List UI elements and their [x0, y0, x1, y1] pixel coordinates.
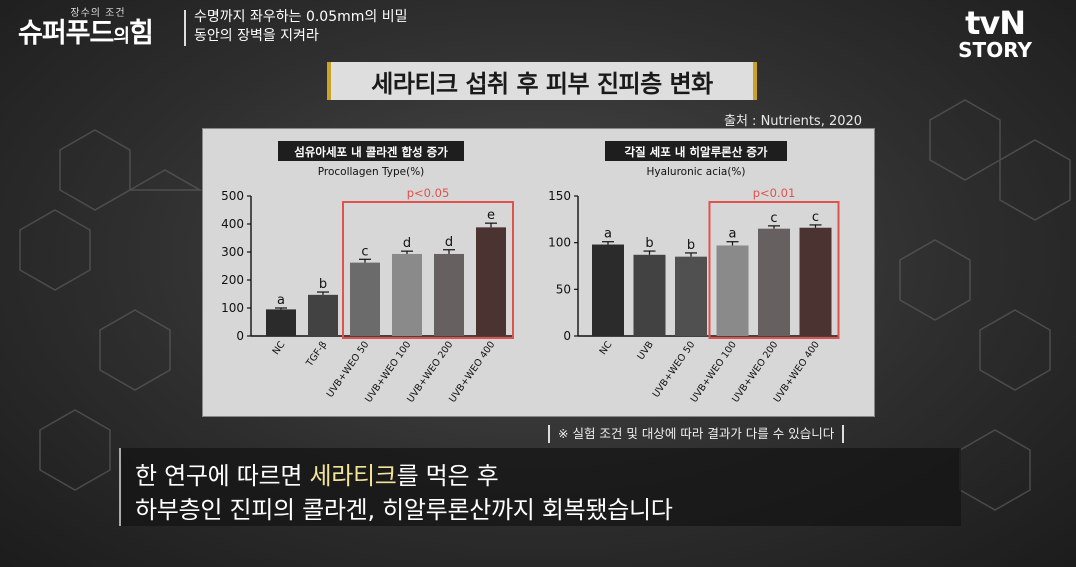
- chart2-category-label: UVB: [635, 339, 655, 362]
- channel-sub: STORY: [958, 38, 1032, 62]
- subtitle-highlight: 세라티크: [309, 462, 397, 490]
- chart2-significance-letter: c: [770, 211, 777, 226]
- chart1-significance-letter: b: [319, 277, 327, 292]
- chart1-bar: [434, 253, 464, 336]
- chart2-significance-letter: a: [729, 227, 737, 242]
- header-divider: [184, 10, 186, 46]
- chart2-bar: [758, 228, 790, 336]
- chart-panel: 섬유아세포 내 콜라겐 합성 증가 Procollagen Type(%) 0 100…: [202, 128, 875, 417]
- chart2-bar: [675, 256, 707, 336]
- chart2-p-value: p<0.01: [753, 186, 796, 200]
- show-title-part2: 의: [113, 26, 130, 47]
- chart2-significance-letter: b: [645, 236, 653, 251]
- chart2-y-tick-label: 150: [548, 189, 571, 203]
- chart2-y-tick-label: 50: [556, 282, 571, 296]
- chart1-bar: [476, 227, 506, 336]
- show-logo: 장수의 조건 슈퍼푸드의힘: [18, 4, 178, 52]
- chart2-title: Hyaluronic acia(%): [646, 166, 745, 178]
- chart1-bar: [392, 253, 422, 336]
- subtitle-line1-pre: 한 연구에 따르면: [135, 462, 310, 490]
- show-logo-title: 슈퍼푸드의힘: [18, 19, 178, 52]
- chart1-title: Procollagen Type(%): [318, 166, 425, 178]
- chart1-p-value: p<0.05: [407, 186, 450, 200]
- chart1-category-label: UVB+WEO 100: [363, 339, 413, 404]
- chart2-y-tick-label: 100: [548, 236, 571, 250]
- chart1-significance-box: [342, 201, 514, 339]
- chart-title-box: 세라티크 섭취 후 피부 진피층 변화: [327, 62, 757, 100]
- chart1-bar: [350, 262, 380, 336]
- subtitle-line1-post: 를 먹은 후: [396, 462, 499, 490]
- channel-name: tvN: [965, 4, 1026, 42]
- chart1-significance-letter: e: [487, 208, 495, 223]
- subtitle-line-1: 한 연구에 따르면 세라티크를 먹은 후: [135, 456, 499, 491]
- chart1-y-tick-label: 200: [221, 273, 244, 287]
- chart1-y-tick-label: 300: [221, 245, 244, 259]
- chart1-y-tick-label: 400: [221, 217, 244, 231]
- charts-svg: 섬유아세포 내 콜라겐 합성 증가 Procollagen Type(%) 0 100…: [221, 141, 840, 405]
- chart1-category-label: NC: [271, 339, 288, 357]
- chart1-category-label: UVB+WEO 400: [447, 339, 497, 404]
- chart1-y-tick-label: 0: [236, 329, 244, 343]
- chart1-bar: [266, 309, 296, 336]
- disclaimer-note: ※ 실험 조건 및 대상에 따라 결과가 다를 수 있습니다: [548, 425, 845, 443]
- chart2-category-label: UVB+WEO 400: [772, 339, 822, 404]
- top-caption: 수명까지 좌우하는 0.05mm의 비밀 동안의 장벽을 지켜라: [194, 8, 407, 46]
- subtitle-box: 한 연구에 따르면 세라티크를 먹은 후 하부층인 진피의 콜라겐, 히알루론산…: [119, 448, 961, 526]
- chart1-y-tick-label: 500: [221, 189, 244, 203]
- chart1-bar: [308, 294, 338, 336]
- chart1-significance-letter: c: [361, 244, 368, 259]
- chart2-y-tick-label: 0: [563, 329, 571, 343]
- chart2-header-box: [605, 141, 787, 161]
- chart2-category-label: UVB+WEO 50: [651, 339, 698, 399]
- chart2-bar: [716, 245, 749, 336]
- show-logo-subtitle: 장수의 조건: [70, 8, 126, 19]
- show-title-part1: 슈퍼푸드: [18, 18, 114, 49]
- chart1-category-label: UVB+WEO 200: [405, 339, 455, 404]
- chart1-category-label: UVB+WEO 50: [325, 339, 372, 399]
- channel-logo: tvN STORY: [958, 6, 1032, 60]
- chart2-bar: [799, 227, 832, 336]
- chart1-category-label: TGF-β: [304, 339, 330, 369]
- chart2-significance-box: [708, 201, 840, 339]
- chart1-significance-letter: a: [277, 293, 285, 308]
- show-title-part3: 힘: [128, 18, 154, 49]
- chart2-significance-letter: a: [604, 227, 612, 242]
- page-title: 세라티크 섭취 후 피부 진피층 변화: [371, 69, 713, 98]
- chart2-category-label: NC: [598, 339, 615, 357]
- caption-line-2: 동안의 장벽을 지켜라: [194, 28, 319, 44]
- chart2-bar: [592, 244, 624, 336]
- source-credit: 출처 : Nutrients, 2020: [724, 114, 863, 129]
- subtitle-line-2: 하부층인 진피의 콜라겐, 히알루론산까지 회복됐습니다: [135, 496, 673, 524]
- chart2-bar: [633, 254, 666, 336]
- chart1-significance-letter: d: [445, 235, 453, 250]
- caption-line-1: 수명까지 좌우하는 0.05mm의 비밀: [194, 9, 408, 25]
- chart1-header: 섬유아세포 내 콜라겐 합성 증가: [294, 145, 448, 159]
- chart1-y-tick-label: 100: [221, 301, 244, 315]
- chart1-significance-letter: d: [403, 236, 411, 251]
- chart2-significance-letter: b: [687, 238, 695, 253]
- chart2-header: 각질 세포 내 히알루론산 증가: [625, 145, 768, 159]
- chart2-significance-letter: c: [812, 210, 819, 225]
- chart1-header-box: [278, 141, 464, 161]
